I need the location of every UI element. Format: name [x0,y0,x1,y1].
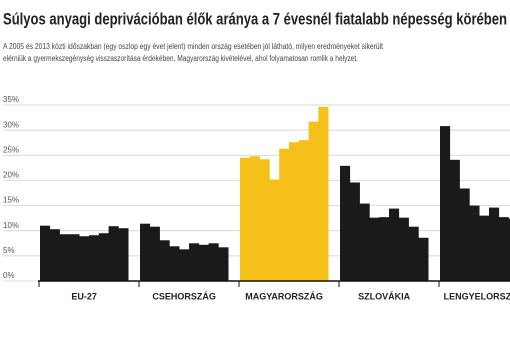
subtitle: A 2005 és 2013 közti időszakban (egy osz… [3,42,384,51]
y-tick-label: 20% [3,171,19,180]
bar [308,121,319,281]
bar [108,226,119,281]
group-label: EU-27 [71,291,97,301]
y-tick-label: 25% [3,145,19,154]
bar [340,165,351,281]
bar [189,243,200,281]
bar [259,159,270,281]
y-tick-label: 10% [3,221,19,230]
bar [179,249,190,281]
subtitle: elérniük a gyermekszegénység visszaszorí… [3,54,358,63]
bar [140,223,151,281]
group-label: CSEHORSZÁG [152,291,216,301]
bar [298,140,309,281]
bar [469,205,480,281]
bar [240,157,251,281]
y-tick-label: 5% [3,246,15,255]
bar [349,182,360,281]
bar [398,217,409,281]
group-label: LENGYELORSZÁG [444,291,510,301]
bar [508,218,510,281]
bar [269,179,280,281]
bar [69,234,80,281]
bar [459,188,470,281]
bar [318,107,329,281]
bar [440,126,451,282]
bar [479,215,490,281]
bar [149,226,160,281]
bar [279,148,290,281]
group-label: SZLOVÁKIA [358,291,411,301]
bar [208,243,219,281]
bar [418,237,429,281]
bar [379,217,390,281]
y-tick-label: 35% [3,95,19,104]
bar [218,247,229,281]
bar [408,226,419,281]
bar [40,225,51,281]
group-label: MAGYARORSZÁG [245,291,323,301]
bar [89,235,100,281]
bar [169,246,180,281]
bar [198,244,209,281]
bar [498,217,509,281]
bar [118,228,129,281]
y-tick-label: 15% [3,196,19,205]
bar [59,234,70,281]
bar [49,229,60,281]
bar [159,240,170,281]
bar [489,207,500,281]
chart-title: Súlyos anyagi deprivációban élők aránya … [3,9,507,28]
bar [289,142,300,281]
bar [449,159,460,281]
y-tick-label: 30% [3,120,19,129]
bar [98,233,109,281]
bar [389,208,400,281]
bar [79,236,90,281]
bar [369,217,380,281]
bar [359,203,370,281]
bar [249,156,260,281]
y-tick-label: 0% [3,271,15,280]
